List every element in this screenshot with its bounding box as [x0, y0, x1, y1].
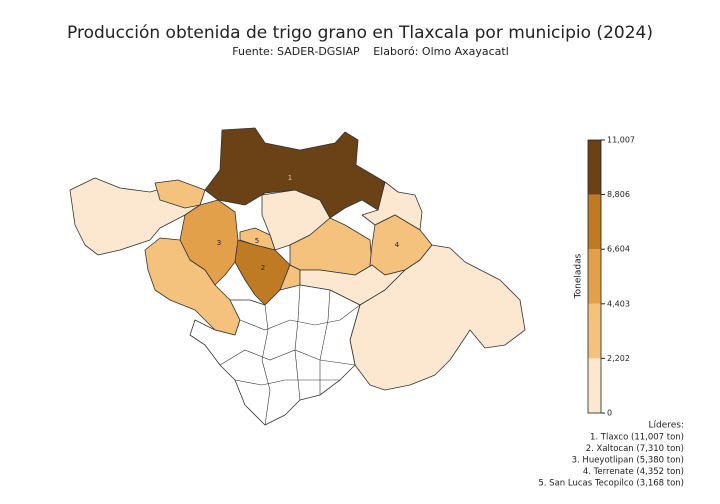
colorbar-segment: [588, 249, 601, 304]
author: Elaboró: Olmo Axayacatl: [373, 45, 509, 58]
map: 1 2 3 4 5: [69, 127, 526, 426]
title: Producción obtenida de trigo grano en Tl…: [67, 23, 653, 43]
source: Fuente: SADER-DGSIAP: [232, 45, 360, 58]
boundary: [294, 284, 301, 401]
map-label: 4: [395, 241, 400, 249]
boundary: [234, 379, 340, 386]
tick-label: 4,403: [607, 299, 630, 308]
colorbar-segment: [588, 194, 601, 250]
colorbar-segment: [588, 140, 601, 195]
leader-item: 5. San Lucas Tecopilco (3,168 ton): [538, 479, 684, 489]
map-label: 3: [217, 239, 221, 247]
map-label: 5: [255, 237, 259, 245]
colorbar: 0 2,202 4,403 6,604 8,806 11,007: [587, 136, 635, 418]
map-label: 2: [261, 264, 265, 272]
tick-label: 6,604: [607, 245, 630, 254]
tick-label: 2,202: [607, 354, 630, 363]
municipality: [204, 127, 386, 219]
boundary: [319, 289, 331, 395]
tick-label: 11,007: [607, 136, 635, 145]
boundary: [239, 304, 361, 331]
leader-item: 2. Xaltocan (7,310 ton): [586, 444, 684, 454]
leaders-title: Líderes:: [648, 421, 684, 431]
leaders: 1. Tlaxco (11,007 ton)2. Xaltocan (7,310…: [538, 433, 684, 489]
tick-label: 8,806: [607, 190, 630, 199]
colorbar-frame: [587, 139, 602, 414]
boundary: [219, 349, 356, 366]
colorbar-segment: [588, 358, 601, 413]
colorbar-label: Toneladas: [574, 253, 584, 299]
leader-item: 1. Tlaxco (11,007 ton): [590, 433, 684, 443]
map-label: 1: [288, 174, 292, 182]
boundary: [261, 304, 271, 426]
tick-label: 0: [607, 409, 612, 418]
colorbar-segment: [588, 303, 601, 359]
leader-item: 4. Terrenate (4,352 ton): [583, 467, 684, 477]
leader-item: 3. Hueyotlipan (5,380 ton): [572, 456, 684, 466]
municipality: [189, 284, 361, 426]
